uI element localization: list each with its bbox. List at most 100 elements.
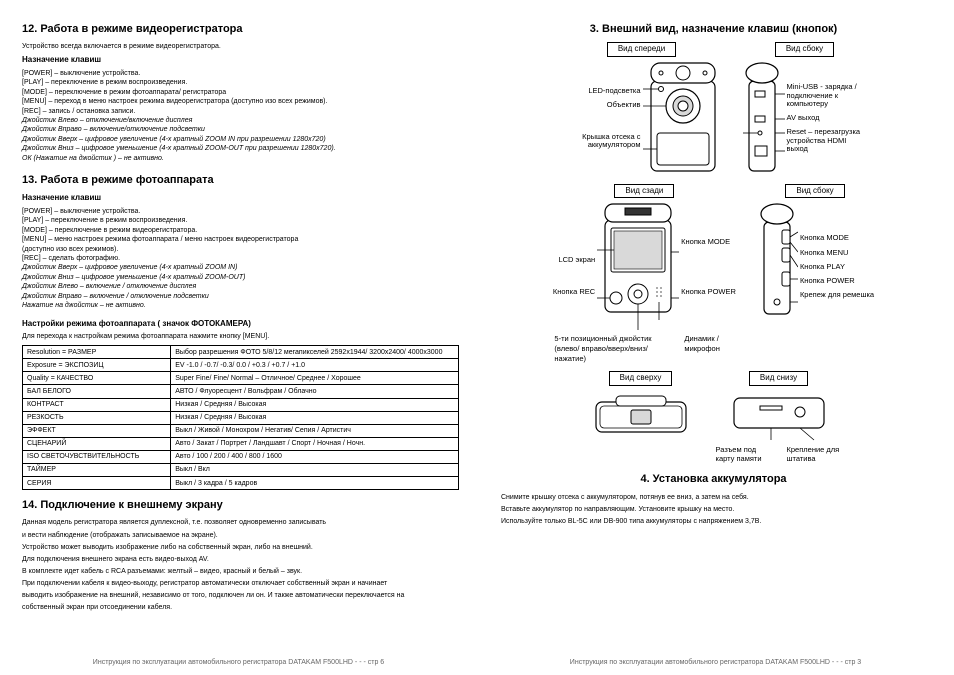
key-line: [MODE] – переключение в режим видеорегис… — [22, 226, 459, 235]
device-views: Вид спереди LED-подсветкаОбъективКрышка … — [495, 42, 932, 464]
callout-tripod: Крепление для штатива — [787, 445, 842, 465]
device-side1-icon — [743, 61, 785, 176]
key-line: Джойстик Вверх – цифровое увеличение (4-… — [22, 263, 459, 272]
key-line: [MENU] – меню настроек режима фотоаппара… — [22, 235, 459, 244]
key-line: Джойстик Влево – включение / отключение … — [22, 282, 459, 291]
callout-label: Кнопка POWER — [800, 277, 874, 285]
table-cell: Низкая / Средняя / Высокая — [171, 398, 459, 411]
callout-sd: Разъем под карту памяти — [716, 445, 771, 465]
back-callouts-right: Кнопка MODE Кнопка POWER — [681, 238, 736, 297]
callout-label: Кнопка MENU — [800, 249, 874, 257]
key-line: [PLAY] – переключение в режим воспроизве… — [22, 216, 459, 225]
table-cell: ISO СВЕТОЧУВСТВИТЕЛЬНОСТЬ — [23, 450, 171, 463]
callout-mode: Кнопка MODE — [681, 238, 736, 246]
back-bottom-callouts: 5-ти позиционный джойстик (влево/ вправо… — [554, 334, 734, 363]
table-row: Exposure = ЭКСПОЗИЦEV -1.0 / -0.7/ -0.3/… — [23, 359, 459, 372]
table-cell: Выбор разрешения ФОТО 5/8/12 мегапикселе… — [171, 346, 459, 359]
callout-label — [561, 115, 641, 127]
heading-3: 3. Внешний вид, назначение клавиш (кнопо… — [495, 22, 932, 36]
key-line: Джойстик Влево – отключение/включение ди… — [22, 116, 459, 125]
table-cell: Выкл / Живой / Монохром / Негатив/ Сепия… — [171, 424, 459, 437]
key-line: [REC] – запись / остановка записи. — [22, 107, 459, 116]
key-line: [REC] – сделать фотографию. — [22, 254, 459, 263]
subheading-13b: Настройки режима фотоаппарата ( значок Ф… — [22, 319, 459, 329]
side1-callouts-right: Mini-USB - зарядка / подключение к компь… — [787, 83, 867, 153]
callout-label: Reset – перезагрузка устройства HDMI вых… — [787, 128, 867, 153]
key-line: Джойстик Вправо – включение/отключение п… — [22, 125, 459, 134]
table-cell: Выкл / Вкл — [171, 463, 459, 476]
callout-power: Кнопка POWER — [681, 288, 736, 296]
subheading-12: Назначение клавиш — [22, 55, 459, 65]
table-row: Quality = КАЧЕСТВОSuper Fine/ Fine/ Norm… — [23, 372, 459, 385]
para-4: Снимите крышку отсека с аккумулятором, п… — [495, 493, 932, 526]
view-side2: Вид сбоку Кнопка MODEКнопка MENUКнопка P… — [756, 184, 874, 364]
left-page: 12. Работа в режиме видеорегистратора Ус… — [0, 0, 477, 675]
intro-12: Устройство всегда включается в режиме ви… — [22, 42, 459, 51]
table-cell: Выкл / 3 кадра / 5 кадров — [171, 477, 459, 490]
callout-label: LED-подсветка — [561, 87, 641, 95]
view-back: Вид сзади LCD экранКнопка REC — [553, 184, 736, 364]
callout-label: Кнопка MODE — [800, 234, 874, 242]
keys-12: [POWER] – выключение устройства.[PLAY] –… — [22, 69, 459, 163]
device-back-icon — [597, 202, 679, 332]
table-cell: СЦЕНАРИЙ — [23, 437, 171, 450]
bottom-callouts: Разъем под карту памяти Крепление для шт… — [716, 445, 842, 465]
view-back-label: Вид сзади — [614, 184, 674, 198]
table-cell: БАЛ БЕЛОГО — [23, 385, 171, 398]
right-page: 3. Внешний вид, назначение клавиш (кнопо… — [477, 0, 954, 675]
footer-right: Инструкция по эксплуатации автомобильног… — [477, 658, 954, 667]
para-line: Для подключения внешнего экрана есть вид… — [22, 555, 459, 564]
device-top-icon — [586, 390, 696, 440]
device-side2-icon — [756, 202, 798, 332]
key-line: [POWER] – выключение устройства. — [22, 69, 459, 78]
table-cell: Super Fine/ Fine/ Normal – Отличное/ Сре… — [171, 372, 459, 385]
key-line: (доступно изо всех режимов). — [22, 245, 459, 254]
para-line: Используйте только BL-5C или DB-900 типа… — [495, 517, 932, 526]
para-line: Устройство может выводить изображение ли… — [22, 543, 459, 552]
table-cell: Авто / 100 / 200 / 400 / 800 / 1600 — [171, 450, 459, 463]
callout-label — [553, 238, 595, 250]
para-line: выводить изображение на внешний, независ… — [22, 591, 459, 600]
table-row: ТАЙМЕРВыкл / Вкл — [23, 463, 459, 476]
key-line: Джойстик Вправо – включение / отключение… — [22, 292, 459, 301]
front-callouts-left: LED-подсветка Объектив Крышка отсека с акк… — [561, 87, 641, 150]
view-top-label: Вид сверху — [609, 371, 673, 385]
callout-speaker: Динамик / микрофон — [684, 334, 734, 363]
callout-label: Объектив — [561, 101, 641, 109]
para-line: В комплекте идет кабель с RCA разъемами:… — [22, 567, 459, 576]
para-line: Вставьте аккумулятор по направляющим. Ус… — [495, 505, 932, 514]
table-cell: Exposure = ЭКСПОЗИЦ — [23, 359, 171, 372]
view-top: Вид сверху — [586, 371, 696, 464]
view-side1-label: Вид сбоку — [775, 42, 834, 56]
heading-12: 12. Работа в режиме видеорегистратора — [22, 22, 459, 36]
callout-joystick: 5-ти позиционный джойстик (влево/ вправо… — [554, 334, 672, 363]
callout-label: AV выход — [787, 114, 867, 122]
key-line: Джойстик Вниз – цифровое уменьшение (4-х… — [22, 273, 459, 282]
table-cell: АВТО / Флуоресцент / Вольфрам / Облачно — [171, 385, 459, 398]
back-callouts-left: LCD экранКнопка REC — [553, 238, 595, 297]
device-front-icon — [643, 61, 723, 176]
key-line: ОК (Нажатие на джойстик ) – не активно. — [22, 154, 459, 163]
table-cell: ТАЙМЕР — [23, 463, 171, 476]
table-cell: Resolution = РАЗМЕР — [23, 346, 171, 359]
table-row: КОНТРАСТНизкая / Средняя / Высокая — [23, 398, 459, 411]
heading-4: 4. Установка аккумулятора — [495, 472, 932, 486]
callout-label: Крышка отсека с аккумулятором — [561, 133, 641, 150]
side2-callouts-right: Кнопка MODEКнопка MENUКнопка PLAYКнопка … — [800, 234, 874, 299]
table-row: БАЛ БЕЛОГОАВТО / Флуоресцент / Вольфрам … — [23, 385, 459, 398]
table-row: СЕРИЯВыкл / 3 кадра / 5 кадров — [23, 477, 459, 490]
table-row: Resolution = РАЗМЕРВыбор разрешения ФОТО… — [23, 346, 459, 359]
key-line: [MODE] – переключение в режим фотоаппара… — [22, 88, 459, 97]
callout-label: Крепеж для ремешка — [800, 291, 874, 299]
table-cell: Низкая / Средняя / Высокая — [171, 411, 459, 424]
table-cell: Quality = КАЧЕСТВО — [23, 372, 171, 385]
device-bottom-icon — [724, 390, 834, 445]
callout-label — [553, 270, 595, 282]
section-4: 4. Установка аккумулятора Снимите крышку… — [495, 472, 932, 526]
view-bottom-label: Вид снизу — [749, 371, 808, 385]
table-row: ISO СВЕТОЧУВСТВИТЕЛЬНОСТЬАвто / 100 / 20… — [23, 450, 459, 463]
key-line: [PLAY] – переключение в режим воспроизве… — [22, 78, 459, 87]
para-line: и вести наблюдение (отображать записывае… — [22, 531, 459, 540]
view-side1: Вид сбоку Mini-USB - зарядка / подключен… — [743, 42, 867, 175]
keys-13: [POWER] – выключение устройства.[PLAY] –… — [22, 207, 459, 311]
